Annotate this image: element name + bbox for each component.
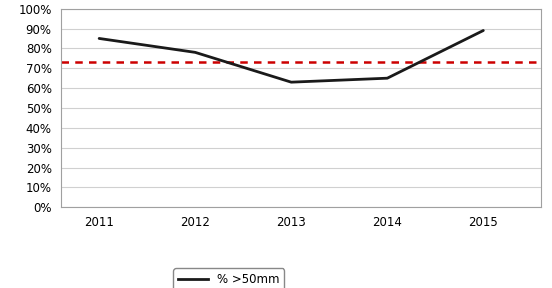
% >50mm bbox=[192, 51, 199, 54]
% >50mm bbox=[480, 29, 487, 32]
% >50mm bbox=[288, 80, 295, 84]
% >50mm bbox=[96, 37, 103, 40]
Legend: % >50mm: % >50mm bbox=[173, 268, 284, 288]
Line: % >50mm: % >50mm bbox=[99, 31, 484, 82]
% >50mm bbox=[384, 76, 391, 80]
